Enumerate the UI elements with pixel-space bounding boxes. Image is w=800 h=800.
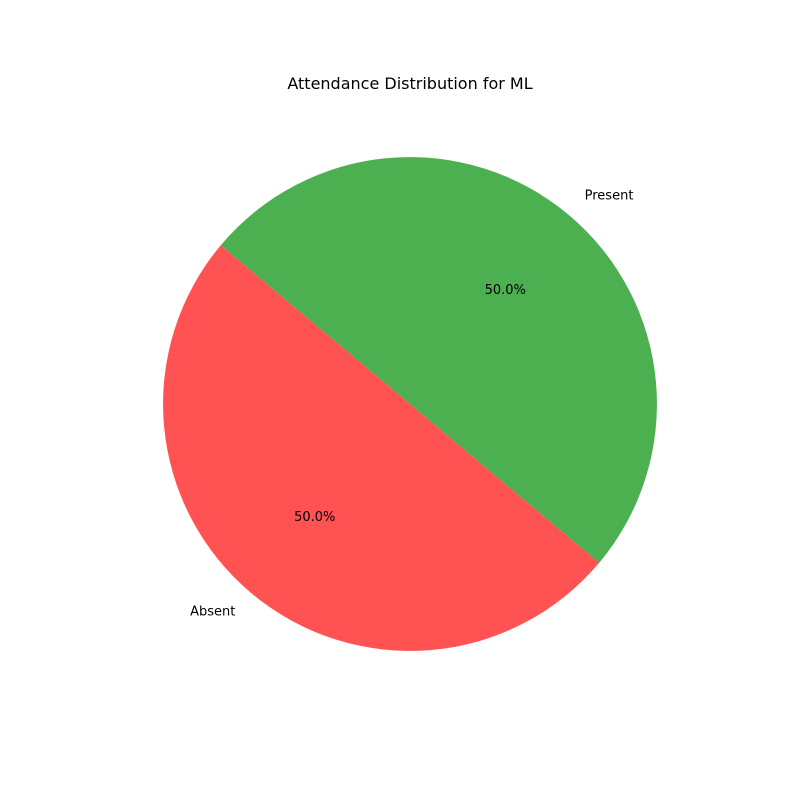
pie-labels: Absent 50.0% Present 50.0%: [190, 188, 633, 619]
pie-slices: [163, 157, 657, 651]
pie-slice-present: [220, 157, 657, 563]
chart-title: Attendance Distribution for ML: [287, 74, 532, 93]
percent-label-present: 50.0%: [485, 283, 526, 298]
slice-label-absent: Absent: [190, 605, 235, 620]
slice-label-present: Present: [585, 188, 634, 203]
pie-slice-absent: [163, 245, 600, 651]
percent-label-absent: 50.0%: [294, 510, 335, 525]
